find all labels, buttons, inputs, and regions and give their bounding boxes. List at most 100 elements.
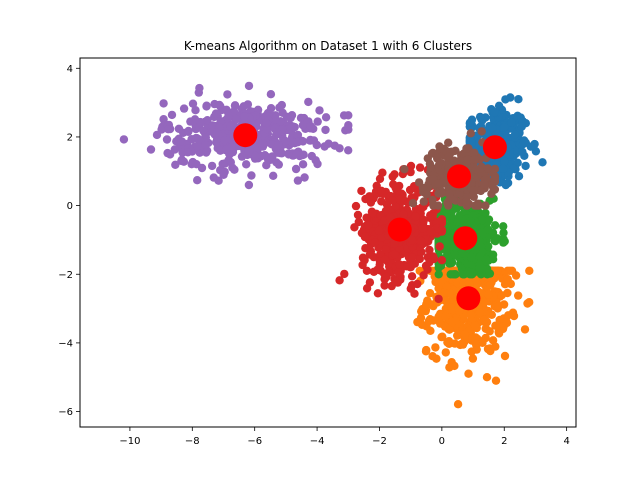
data-point <box>445 189 454 198</box>
data-point <box>418 223 428 233</box>
data-point <box>358 260 367 270</box>
data-point <box>471 245 480 254</box>
data-point <box>193 176 202 185</box>
data-point <box>272 158 281 167</box>
data-point <box>407 272 417 281</box>
data-point <box>391 183 400 192</box>
data-point <box>465 270 475 279</box>
data-point <box>304 97 313 107</box>
data-point <box>291 164 301 174</box>
data-point <box>465 118 475 127</box>
data-point <box>286 113 295 123</box>
data-point <box>507 118 516 128</box>
data-point <box>413 279 422 289</box>
data-point <box>415 163 425 172</box>
data-point <box>298 137 308 146</box>
data-point <box>480 180 489 189</box>
data-point <box>467 347 476 356</box>
data-point <box>478 215 487 225</box>
data-point <box>188 99 198 108</box>
data-point <box>195 83 204 93</box>
data-point <box>485 269 495 278</box>
data-point <box>164 125 173 134</box>
data-point <box>298 160 308 169</box>
data-point <box>494 101 504 111</box>
data-point <box>269 171 278 180</box>
data-point <box>538 158 547 167</box>
data-point <box>509 311 519 321</box>
data-point <box>481 201 490 210</box>
data-point <box>476 186 485 196</box>
data-point <box>321 125 330 135</box>
data-point <box>228 163 237 172</box>
data-point <box>313 159 322 169</box>
data-point <box>466 129 475 138</box>
centroid-marker <box>447 164 471 189</box>
x-tick-label: −6 <box>247 436 262 447</box>
data-point <box>425 289 435 298</box>
centroid-marker <box>453 226 478 251</box>
axes-frame <box>79 57 577 428</box>
data-point <box>226 122 235 131</box>
data-point <box>488 228 498 237</box>
data-point <box>499 228 508 237</box>
data-point <box>187 135 196 144</box>
data-point <box>500 351 510 361</box>
data-point <box>485 344 495 353</box>
data-point <box>307 151 316 161</box>
data-point <box>293 130 303 140</box>
data-point <box>408 199 418 208</box>
data-point <box>464 369 473 378</box>
data-point <box>432 354 441 363</box>
data-point <box>445 259 454 268</box>
data-point <box>500 237 509 246</box>
centroid-markers <box>233 123 507 311</box>
y-axis: −6 −4 −2 0 2 4 <box>58 64 80 418</box>
data-point <box>351 201 361 211</box>
data-point <box>224 111 233 120</box>
data-point <box>446 270 455 279</box>
data-point <box>244 180 254 190</box>
data-point <box>377 186 386 195</box>
data-point <box>453 278 462 288</box>
data-point <box>466 310 476 320</box>
data-point <box>390 249 400 259</box>
data-point <box>365 278 375 287</box>
data-point <box>340 269 349 279</box>
data-point <box>214 176 223 185</box>
data-point <box>146 145 156 154</box>
data-point <box>437 189 446 198</box>
y-tick-label: −6 <box>58 407 73 418</box>
data-point <box>278 108 287 118</box>
data-point <box>296 113 306 123</box>
data-point <box>242 160 251 169</box>
data-point <box>478 338 487 347</box>
data-point <box>452 204 461 213</box>
data-point <box>434 201 443 210</box>
data-point <box>441 348 450 357</box>
data-point <box>300 173 309 182</box>
data-point <box>484 290 493 299</box>
data-point <box>240 112 249 121</box>
data-point <box>212 128 222 137</box>
data-point <box>469 192 478 201</box>
data-point <box>438 332 447 341</box>
data-point <box>262 124 271 134</box>
data-point <box>484 242 493 251</box>
data-point <box>480 315 489 324</box>
data-point <box>395 195 405 205</box>
data-point <box>251 151 260 161</box>
data-point <box>358 253 368 262</box>
data-point <box>486 280 495 290</box>
data-point <box>411 212 420 221</box>
data-point <box>388 172 397 181</box>
centroid-marker <box>456 286 481 311</box>
data-point <box>344 121 353 130</box>
data-point <box>488 255 498 264</box>
data-point <box>481 208 490 218</box>
data-point <box>446 221 455 230</box>
data-point <box>202 102 211 111</box>
data-point <box>335 144 344 153</box>
data-point <box>313 117 322 126</box>
centroid-marker <box>387 217 412 242</box>
